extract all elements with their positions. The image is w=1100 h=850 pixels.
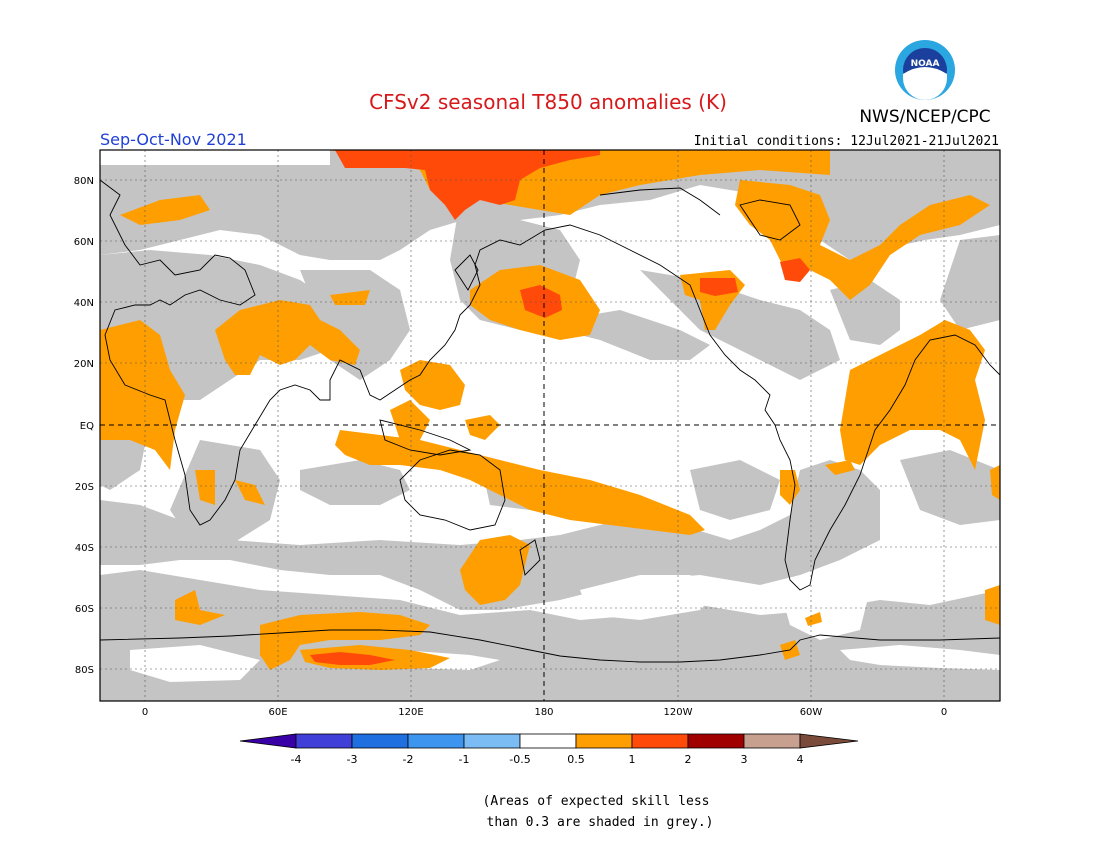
coastlines [100,179,1000,663]
legend-swatch [407,733,465,749]
lat-tick-label: 40N [74,298,94,309]
map-panel [100,150,1000,701]
lat-tick-label: 60N [74,237,94,248]
legend-label: -0.5 [509,753,530,766]
lat-tick-label: 60S [75,604,94,615]
lon-tick-label: 0 [941,707,947,718]
legend-label: -1 [459,753,470,766]
skill-note: (Areas of expected skill less than 0.3 a… [483,794,714,830]
lat-axis: 80N 60N 40N 20N EQ 20S 40S 60S 80S [74,176,94,676]
lon-tick-label: 60E [268,707,287,718]
legend-label: 1 [629,753,636,766]
agency-label: NWS/NCEP/CPC [859,107,990,127]
legend-label: 2 [685,753,692,766]
legend-swatch [295,733,353,749]
lon-tick-label: 180 [534,707,553,718]
lon-tick-label: 120W [664,707,693,718]
anomaly-0.5-1K-areas [100,150,1000,670]
color-legend: -4 -3 -2 -1 -0.5 0.5 1 2 3 4 [239,733,859,766]
legend-label: 3 [741,753,748,766]
initial-conditions-label: Initial conditions: 12Jul2021-21Jul2021 [694,134,999,149]
lat-tick-label: 20N [74,359,94,370]
noaa-logo: NOAA [895,40,955,100]
lon-tick-label: 0 [142,707,148,718]
lat-tick-label: 20S [75,482,94,493]
lat-tick-label: 80N [74,176,94,187]
legend-label: -3 [347,753,358,766]
legend-arrow-left [239,733,297,749]
map-frame [99,149,1001,702]
logo-text: NOAA [911,59,940,69]
lon-tick-label: 60W [800,707,823,718]
legend-label: -4 [291,753,302,766]
lat-tick-label: 40S [75,543,94,554]
legend-arrow-right [799,733,859,749]
season-label: Sep-Oct-Nov 2021 [100,130,247,149]
legend-swatch [575,733,633,749]
legend-swatch [743,733,801,749]
lat-tick-label: EQ [80,421,94,432]
skill-note-line2: than 0.3 are shaded in grey.) [487,815,714,830]
lon-axis: 0 60E 120E 180 120W 60W 0 [142,707,947,718]
reference-lines [100,150,1000,701]
lat-tick-label: 80S [75,665,94,676]
legend-swatch [631,733,689,749]
graticule [100,150,1000,701]
neutral-white-areas [130,575,1000,682]
legend-swatch [463,733,521,749]
anomaly-1-2K-areas [310,150,810,665]
low-skill-grey-areas [100,150,1000,701]
legend-swatch [687,733,745,749]
legend-swatch [519,733,577,749]
legend-label: 0.5 [567,753,585,766]
legend-label: 4 [797,753,804,766]
legend-swatch [351,733,409,749]
legend-label: -2 [403,753,414,766]
lon-tick-label: 120E [398,707,423,718]
skill-note-line1: (Areas of expected skill less [483,794,710,809]
figure-title: CFSv2 seasonal T850 anomalies (K) [369,90,727,114]
